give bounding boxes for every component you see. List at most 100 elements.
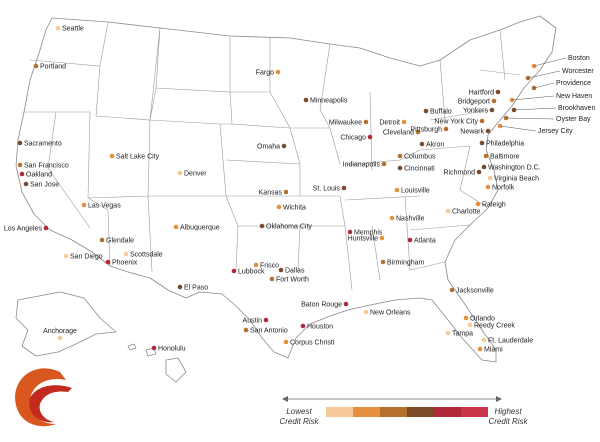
city-label-orlando: Orlando (470, 316, 495, 323)
city-marker-huntsville (379, 235, 385, 241)
city-marker-denver (177, 170, 183, 176)
city-marker-dallas (278, 267, 284, 273)
city-label-boston: Boston (568, 55, 590, 62)
city-label-cleveland: Cleveland (383, 130, 414, 137)
city-marker-portland (33, 63, 39, 69)
city-marker-san-jose (23, 181, 29, 187)
city-marker-chicago (367, 134, 373, 140)
leader-line-boston (533, 57, 567, 67)
city-label-omaha: Omaha (257, 144, 280, 151)
logo-swoosh-inner (29, 385, 72, 423)
city-label-newark: Newark (460, 129, 484, 136)
city-label-bridgeport: Bridgeport (458, 99, 490, 106)
city-label-hartford: Hartford (469, 90, 494, 97)
city-label-cincinnati: Cincinnati (404, 166, 435, 173)
city-marker-milwaukee (363, 119, 369, 125)
city-label-akron: Akron (426, 142, 444, 149)
city-label-albuquerque: Albuquerque (180, 225, 220, 232)
logo-swoosh-outer (15, 368, 66, 427)
leader-line-brookhaven (513, 107, 557, 111)
hawaii-islands (127, 343, 187, 383)
city-marker-los-angeles (43, 225, 49, 231)
city-label-norfolk: Norfolk (492, 185, 515, 192)
city-marker-memphis (347, 229, 353, 235)
city-marker-san-francisco (17, 162, 23, 168)
legend-swatch-6 (461, 407, 488, 417)
city-label-salt-lake-city: Salt Lake City (116, 154, 160, 161)
city-marker-orlando (463, 315, 469, 321)
city-marker-ft-lauderdale (481, 337, 487, 343)
city-marker-birmingham (380, 259, 386, 265)
city-label-jacksonville: Jacksonville (456, 288, 494, 295)
city-label-oakland: Oakland (26, 172, 52, 179)
city-label-seattle: Seattle (62, 26, 84, 33)
city-label-nashville: Nashville (396, 216, 425, 223)
city-label-sacramento: Sacramento (24, 141, 62, 148)
legend-swatch-3 (380, 407, 407, 417)
city-label-pittsburgh: Pittsburgh (410, 127, 442, 134)
city-label-washington-d-c: Washington D.C. (488, 165, 541, 172)
city-marker-kansas (283, 189, 289, 195)
city-label-new-haven: New Haven (556, 93, 592, 100)
city-marker-oklahoma-city (259, 223, 265, 229)
city-marker-baltimore (483, 153, 489, 159)
city-label-houston: Houston (307, 324, 333, 331)
city-marker-omaha (281, 143, 287, 149)
city-marker-sacramento (17, 140, 23, 146)
city-label-portland: Portland (40, 64, 66, 71)
city-label-dallas: Dallas (285, 268, 305, 275)
city-marker-philadelphia (479, 140, 485, 146)
city-marker-el-paso (177, 284, 183, 290)
city-label-lubbock: Lubbock (238, 269, 265, 276)
city-marker-san-antonio (243, 327, 249, 333)
city-label-worcester: Worcester (562, 68, 594, 75)
city-label-huntsville: Huntsville (348, 236, 378, 243)
city-marker-norfolk (485, 184, 491, 190)
city-marker-jacksonville (449, 287, 455, 293)
company-logo (15, 368, 72, 427)
city-marker-nashville (389, 215, 395, 221)
legend-low-label-2: Credit Risk (279, 417, 319, 426)
city-label-anchorage: Anchorage (43, 328, 77, 335)
city-label-new-york-city: New York City (434, 119, 478, 126)
city-label-tampa: Tampa (452, 331, 473, 338)
legend-swatch-2 (353, 407, 380, 417)
city-marker-st-louis (341, 185, 347, 191)
city-marker-akron (419, 141, 425, 147)
city-marker-indianapolis (381, 161, 387, 167)
city-label-miami: Miami (484, 347, 503, 354)
city-marker-new-york-city (479, 118, 485, 124)
city-marker-albuquerque (173, 224, 179, 230)
city-label-phoenix: Phoenix (112, 260, 138, 267)
leader-line-oyster-bay (505, 117, 555, 120)
city-label-virginia-beach: Virginia Beach (494, 176, 539, 183)
city-marker-newark (485, 128, 491, 134)
legend-swatch-1 (326, 407, 353, 417)
city-label-providence: Providence (556, 80, 591, 87)
city-label-yonkers: Yonkers (463, 108, 489, 115)
legend-high-label-1: Highest (494, 407, 522, 416)
legend: Lowest Credit Risk Highest Credit Risk (279, 396, 529, 426)
city-marker-louisville (394, 187, 400, 193)
city-label-san-francisco: San Francisco (24, 163, 69, 170)
city-marker-bridgeport (491, 98, 497, 104)
city-label-fargo: Fargo (256, 70, 274, 77)
city-marker-virginia-beach (487, 175, 493, 181)
city-marker-cleveland (415, 129, 421, 135)
leader-line-providence (533, 82, 555, 89)
city-marker-richmond (476, 169, 482, 175)
city-label-oyster-bay: Oyster Bay (556, 116, 591, 123)
city-label-frisco: Frisco (260, 263, 279, 270)
city-marker-wichita (276, 204, 282, 210)
city-marker-austin (263, 317, 269, 323)
city-marker-houston (300, 323, 306, 329)
city-marker-oakland (19, 171, 25, 177)
city-marker-corpus-christi (283, 339, 289, 345)
city-label-columbus: Columbus (404, 154, 436, 161)
city-label-honolulu: Honolulu (158, 346, 186, 353)
state-borders (24, 21, 521, 291)
city-label-brookhaven: Brookhaven (558, 105, 595, 112)
city-marker-buffalo (423, 108, 429, 114)
city-marker-scottsdale (123, 251, 129, 257)
city-label-chicago: Chicago (340, 135, 366, 142)
